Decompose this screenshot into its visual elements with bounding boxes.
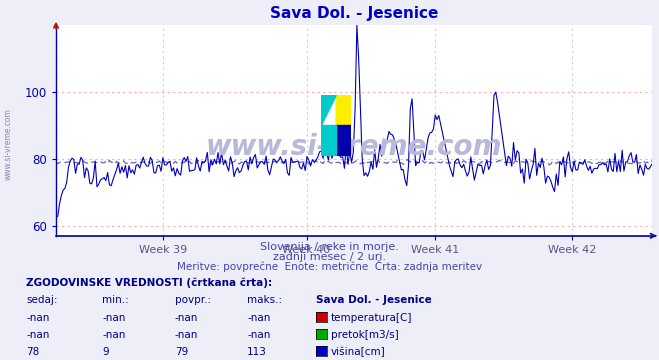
Text: temperatura[C]: temperatura[C] [331,313,413,323]
Text: -nan: -nan [102,313,125,323]
Text: 9: 9 [102,347,109,357]
Text: 113: 113 [247,347,267,357]
Text: -nan: -nan [102,330,125,340]
Text: -nan: -nan [26,330,49,340]
Text: ZGODOVINSKE VREDNOSTI (črtkana črta):: ZGODOVINSKE VREDNOSTI (črtkana črta): [26,278,272,288]
Text: www.si-vreme.com: www.si-vreme.com [4,108,13,180]
Text: maks.:: maks.: [247,296,282,306]
Text: sedaj:: sedaj: [26,296,58,306]
Text: 79: 79 [175,347,188,357]
Text: -nan: -nan [175,330,198,340]
Text: pretok[m3/s]: pretok[m3/s] [331,330,399,340]
Text: www.si-vreme.com: www.si-vreme.com [206,133,502,161]
Polygon shape [336,126,351,156]
Text: povpr.:: povpr.: [175,296,211,306]
Text: -nan: -nan [247,330,270,340]
Polygon shape [322,126,336,156]
Text: -nan: -nan [175,313,198,323]
Text: -nan: -nan [247,313,270,323]
Text: -nan: -nan [26,313,49,323]
Polygon shape [336,95,351,126]
Polygon shape [322,95,336,126]
Text: min.:: min.: [102,296,129,306]
Text: Meritve: povprečne  Enote: metrične  Črta: zadnja meritev: Meritve: povprečne Enote: metrične Črta:… [177,260,482,272]
Polygon shape [336,95,351,126]
Text: Slovenija / reke in morje.: Slovenija / reke in morje. [260,242,399,252]
Text: Sava Dol. - Jesenice: Sava Dol. - Jesenice [316,296,432,306]
Title: Sava Dol. - Jesenice: Sava Dol. - Jesenice [270,6,438,21]
Text: 78: 78 [26,347,40,357]
Text: zadnji mesec / 2 uri.: zadnji mesec / 2 uri. [273,252,386,262]
Text: višina[cm]: višina[cm] [331,347,386,357]
